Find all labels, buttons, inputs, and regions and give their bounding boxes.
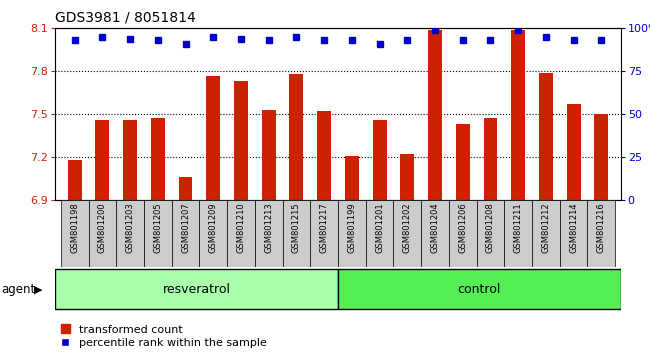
Bar bbox=[594, 114, 608, 200]
Text: GSM801203: GSM801203 bbox=[125, 202, 135, 253]
Bar bbox=[400, 154, 414, 200]
Legend: transformed count, percentile rank within the sample: transformed count, percentile rank withi… bbox=[61, 324, 266, 348]
Text: agent: agent bbox=[1, 283, 36, 296]
Text: GSM801217: GSM801217 bbox=[320, 202, 329, 253]
Text: GSM801213: GSM801213 bbox=[264, 202, 273, 253]
Text: GSM801204: GSM801204 bbox=[430, 202, 439, 253]
Text: GSM801205: GSM801205 bbox=[153, 202, 162, 253]
Text: GSM801207: GSM801207 bbox=[181, 202, 190, 253]
Bar bbox=[61, 200, 88, 267]
Bar bbox=[428, 30, 442, 200]
Bar bbox=[151, 119, 164, 200]
Text: GSM801209: GSM801209 bbox=[209, 202, 218, 253]
Bar bbox=[200, 200, 227, 267]
Bar bbox=[255, 200, 283, 267]
Text: GSM801206: GSM801206 bbox=[458, 202, 467, 253]
Bar bbox=[560, 200, 588, 267]
Text: GSM801211: GSM801211 bbox=[514, 202, 523, 253]
Text: resveratrol: resveratrol bbox=[162, 283, 231, 296]
Bar bbox=[144, 200, 172, 267]
Bar bbox=[504, 200, 532, 267]
Text: GSM801202: GSM801202 bbox=[403, 202, 412, 253]
Text: GSM801210: GSM801210 bbox=[237, 202, 246, 253]
Bar bbox=[484, 119, 497, 200]
Text: control: control bbox=[458, 283, 501, 296]
Bar bbox=[179, 177, 192, 200]
Bar bbox=[262, 110, 276, 200]
Text: GSM801214: GSM801214 bbox=[569, 202, 578, 253]
Bar bbox=[234, 81, 248, 200]
Bar bbox=[289, 74, 304, 200]
Text: GSM801198: GSM801198 bbox=[70, 202, 79, 253]
Bar bbox=[206, 75, 220, 200]
Bar bbox=[88, 200, 116, 267]
Bar bbox=[588, 200, 615, 267]
Bar bbox=[567, 104, 580, 200]
Bar bbox=[393, 200, 421, 267]
Bar bbox=[338, 200, 366, 267]
Text: GSM801199: GSM801199 bbox=[347, 202, 356, 253]
Bar bbox=[317, 111, 331, 200]
Bar bbox=[338, 269, 621, 309]
Bar bbox=[123, 120, 137, 200]
Text: GSM801212: GSM801212 bbox=[541, 202, 551, 253]
Bar bbox=[283, 200, 310, 267]
Text: ▶: ▶ bbox=[34, 284, 42, 295]
Text: GSM801216: GSM801216 bbox=[597, 202, 606, 253]
Bar bbox=[539, 73, 553, 200]
Bar bbox=[227, 200, 255, 267]
Bar bbox=[116, 200, 144, 267]
Bar bbox=[449, 200, 476, 267]
Text: GSM801208: GSM801208 bbox=[486, 202, 495, 253]
Bar bbox=[366, 200, 393, 267]
Text: GSM801215: GSM801215 bbox=[292, 202, 301, 253]
Bar bbox=[532, 200, 560, 267]
Bar bbox=[456, 124, 470, 200]
Bar bbox=[310, 200, 338, 267]
Bar bbox=[512, 30, 525, 200]
Bar bbox=[421, 200, 449, 267]
Bar bbox=[68, 160, 82, 200]
Bar bbox=[476, 200, 504, 267]
Bar bbox=[96, 120, 109, 200]
Bar bbox=[55, 269, 338, 309]
Text: GDS3981 / 8051814: GDS3981 / 8051814 bbox=[55, 11, 196, 25]
Text: GSM801201: GSM801201 bbox=[375, 202, 384, 253]
Bar bbox=[172, 200, 200, 267]
Text: GSM801200: GSM801200 bbox=[98, 202, 107, 253]
Bar bbox=[345, 156, 359, 200]
Bar bbox=[372, 120, 387, 200]
